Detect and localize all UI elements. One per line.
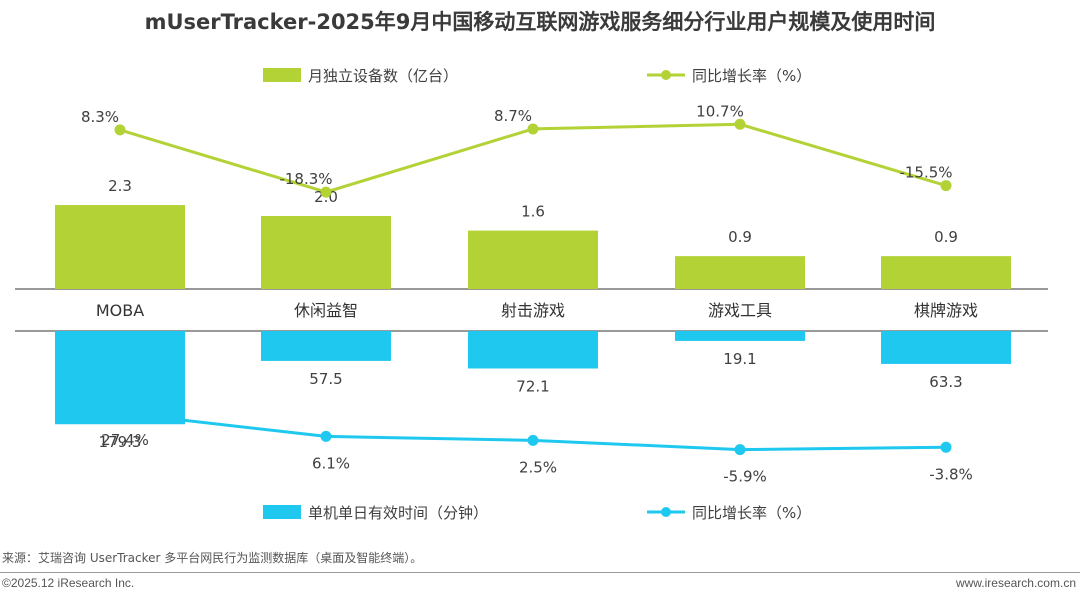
point-time-growth xyxy=(114,407,126,419)
category-label: 休闲益智 xyxy=(294,301,358,320)
point-devices-growth-label: 8.7% xyxy=(494,107,532,125)
copyright: ©2025.12 iResearch Inc. xyxy=(2,576,135,590)
legend-swatch-devices xyxy=(263,68,301,82)
point-devices-growth-label: 8.3% xyxy=(81,108,119,126)
point-time-growth-label: -5.9% xyxy=(723,468,767,486)
bar-devices xyxy=(468,230,598,289)
legend-marker-devices-growth xyxy=(661,70,671,80)
source-note: 来源：艾瑞咨询 UserTracker 多平台网民行为监测数据库（桌面及智能终端… xyxy=(2,551,423,565)
point-devices-growth-label: -15.5% xyxy=(899,164,952,182)
bar-time xyxy=(881,331,1011,364)
line-devices-growth xyxy=(119,122,947,194)
bar-devices xyxy=(675,256,805,289)
category-label: 游戏工具 xyxy=(708,301,772,320)
point-time-growth xyxy=(940,441,952,453)
category-label: MOBA xyxy=(96,301,144,320)
point-time-growth-label: 6.1% xyxy=(312,454,350,472)
point-time-growth xyxy=(320,430,332,442)
legend-label-devices: 月独立设备数（亿台） xyxy=(308,67,458,85)
point-time-growth-label: 27.4% xyxy=(101,431,149,449)
point-devices-growth xyxy=(114,124,126,136)
website: www.iresearch.com.cn xyxy=(955,576,1076,590)
bar-devices-label: 2.3 xyxy=(108,177,132,195)
legend-label-time: 单机单日有效时间（分钟） xyxy=(308,504,488,522)
bar-devices xyxy=(881,256,1011,289)
bar-devices-label: 0.9 xyxy=(934,228,958,246)
point-time-growth xyxy=(734,444,746,456)
bar-time xyxy=(468,331,598,369)
bar-time xyxy=(675,331,805,341)
bar-time-label: 63.3 xyxy=(929,373,962,391)
bar-devices xyxy=(55,205,185,289)
category-label: 射击游戏 xyxy=(501,301,565,320)
legend-swatch-time xyxy=(263,505,301,519)
point-devices-growth xyxy=(940,180,952,192)
bar-devices-label: 1.6 xyxy=(521,203,545,221)
point-devices-growth-label: -18.3% xyxy=(279,170,332,188)
legend-marker-time-growth xyxy=(661,507,671,517)
legend-label-time-growth: 同比增长率（%） xyxy=(692,504,811,522)
category-label: 棋牌游戏 xyxy=(914,301,978,320)
bar-time-label: 19.1 xyxy=(723,350,756,368)
point-time-growth-label: 2.5% xyxy=(519,458,557,476)
bar-devices xyxy=(261,216,391,289)
point-time-growth xyxy=(527,434,539,446)
bar-time-label: 179.3 xyxy=(99,433,142,451)
point-devices-growth-label: 10.7% xyxy=(696,102,744,120)
chart-title: mUserTracker-2025年9月中国移动互联网游戏服务细分行业用户规模及… xyxy=(144,10,936,34)
point-devices-growth xyxy=(527,123,539,135)
bar-devices-label: 0.9 xyxy=(728,228,752,246)
legend-label-devices-growth: 同比增长率（%） xyxy=(692,67,811,85)
bar-time-label: 72.1 xyxy=(516,377,549,395)
chart-canvas: 月独立设备数（亿台） 同比增长率（%） 2.3 179.3 MOBA 8.3% 27.4… xyxy=(15,67,1048,522)
point-devices-growth xyxy=(734,118,746,130)
bar-time-label: 57.5 xyxy=(309,370,342,388)
point-time-growth-label: -3.8% xyxy=(929,465,973,483)
point-devices-growth xyxy=(320,186,332,198)
footer-divider xyxy=(0,572,1080,573)
bar-time xyxy=(261,331,391,361)
